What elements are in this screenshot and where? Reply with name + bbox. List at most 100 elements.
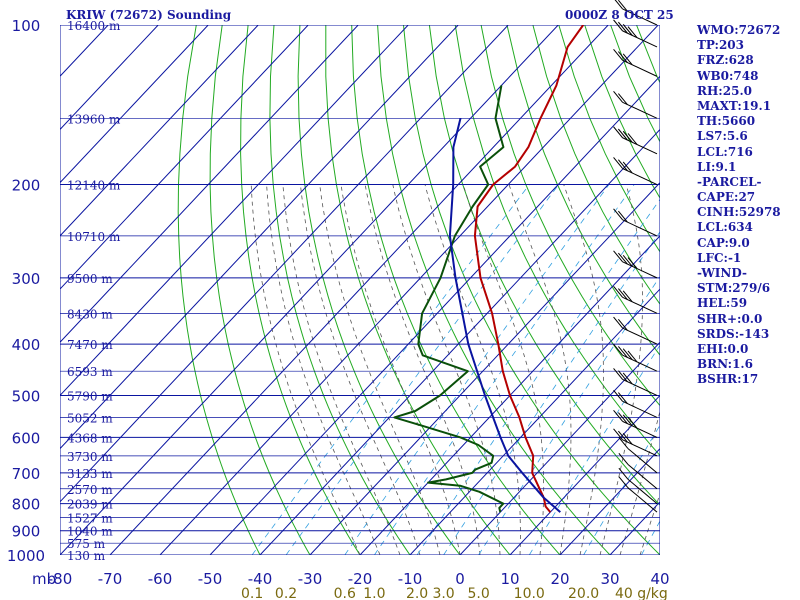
mixing-ratio-line bbox=[374, 184, 635, 555]
height-label: 130 m bbox=[67, 549, 106, 563]
mixing-ratio-label: 5.0 bbox=[467, 586, 489, 600]
temperature-tick-label: -60 bbox=[148, 570, 173, 588]
isotherm-line bbox=[359, 235, 660, 555]
moist-adiabat-line bbox=[563, 184, 604, 555]
moist-adiabat-line bbox=[340, 184, 461, 555]
temperature-tick-label: -50 bbox=[198, 570, 223, 588]
stat-item: EHI:0.0 bbox=[697, 341, 749, 356]
stat-item: FRZ:628 bbox=[697, 53, 754, 68]
height-label: 16400 m bbox=[67, 19, 121, 33]
temperature-tick-label: 30 bbox=[600, 570, 619, 588]
stat-item: TP:203 bbox=[697, 38, 745, 53]
isotherm-line bbox=[60, 25, 559, 555]
stat-item: WMO:72672 bbox=[697, 23, 781, 37]
moist-adiabat-line bbox=[319, 184, 441, 555]
isotherm-line bbox=[109, 25, 609, 555]
height-label: 5790 m bbox=[67, 389, 113, 403]
temperature-tick-label: -20 bbox=[348, 570, 373, 588]
series-lines bbox=[393, 25, 585, 513]
dewpoint-line bbox=[393, 85, 505, 513]
height-label: 2570 m bbox=[67, 483, 113, 497]
stat-item: WB0:748 bbox=[697, 68, 759, 83]
stat-item: RH:25.0 bbox=[697, 83, 752, 98]
height-label: 1527 m bbox=[67, 512, 113, 526]
isotherm-line bbox=[60, 25, 259, 237]
stat-item: CAPE:27 bbox=[697, 190, 756, 205]
mixing-ratio-label: 40 g/kg bbox=[615, 586, 668, 600]
wind-barb bbox=[613, 126, 658, 155]
wind-barbs bbox=[613, 0, 658, 513]
stat-item: BSHR:17 bbox=[697, 372, 759, 387]
stat-item: MAXT:19.1 bbox=[697, 98, 772, 113]
temperature-tick-label: -80 bbox=[48, 570, 73, 588]
temperature-tick-label: 20 bbox=[550, 570, 569, 588]
stat-item: CAP:9.0 bbox=[697, 235, 750, 250]
moist-adiabat-line bbox=[508, 184, 572, 555]
wind-barb bbox=[618, 467, 658, 505]
isotherm-line bbox=[60, 25, 209, 184]
stat-item: HEL:59 bbox=[697, 296, 748, 311]
stat-item: SHR+:0.0 bbox=[697, 311, 763, 326]
wind-barb bbox=[613, 250, 658, 279]
height-label: 9500 m bbox=[67, 272, 113, 286]
moist-adiabat-line bbox=[639, 492, 660, 555]
mixing-ratio-line bbox=[528, 344, 660, 555]
height-label: 575 m bbox=[67, 537, 106, 551]
wind-barb bbox=[613, 410, 658, 438]
wind-barb bbox=[613, 368, 658, 396]
isotherm-line bbox=[459, 341, 660, 555]
moist-adiabat-line bbox=[282, 184, 401, 555]
temperature-tick-label: 10 bbox=[500, 570, 519, 588]
temperature-tick-label: 0 bbox=[455, 570, 465, 588]
stat-item: LFC:-1 bbox=[697, 250, 742, 265]
isobars bbox=[60, 25, 660, 555]
wind-barb bbox=[614, 0, 658, 26]
pressure-tick-label: 200 bbox=[12, 177, 41, 195]
stat-item: LI:9.1 bbox=[697, 159, 737, 174]
mixing-ratio-line bbox=[251, 184, 530, 555]
mixing-ratio-label: 20.0 bbox=[568, 586, 599, 600]
stat-item: -PARCEL- bbox=[697, 174, 762, 189]
pressure-tick-label: 600 bbox=[12, 429, 41, 447]
mixing-ratio-label: 0.6 bbox=[334, 586, 356, 600]
pressure-tick-label: 300 bbox=[12, 270, 41, 288]
pressure-tick-label: 400 bbox=[12, 336, 41, 354]
wind-barb bbox=[613, 208, 658, 237]
height-label: 2039 m bbox=[67, 498, 113, 512]
moist-adiabat-line bbox=[424, 184, 521, 555]
mixing-ratio-label: 1.0 bbox=[363, 586, 385, 600]
pressure-tick-label: 900 bbox=[12, 523, 41, 541]
stat-item: CINH:52978 bbox=[697, 205, 781, 220]
wind-barb bbox=[618, 437, 658, 474]
pressure-tick-label: 800 bbox=[12, 496, 41, 514]
dry-adiabat-line bbox=[792, 25, 800, 555]
pressure-unit-label: mb bbox=[32, 570, 56, 588]
isotherm-line bbox=[309, 181, 660, 555]
pressure-tick-label: 700 bbox=[12, 465, 41, 483]
height-label: 13960 m bbox=[67, 112, 121, 126]
wind-barb bbox=[613, 19, 658, 48]
stat-item: -WIND- bbox=[697, 266, 747, 280]
height-label: 10710 m bbox=[67, 230, 121, 244]
wind-barb bbox=[613, 48, 658, 77]
wind-barb bbox=[618, 476, 658, 513]
temperature-tick-label: -70 bbox=[98, 570, 123, 588]
mixing-ratio-label: 0.1 bbox=[241, 586, 263, 600]
wind-barb bbox=[613, 90, 658, 119]
isotherm-line bbox=[60, 25, 359, 343]
height-label: 6593 m bbox=[67, 365, 113, 379]
mixing-ratio-label: 10.0 bbox=[514, 586, 545, 600]
isotherm-line bbox=[60, 25, 159, 131]
isotherms bbox=[60, 25, 660, 555]
isotherm-line bbox=[509, 394, 660, 555]
mixing-ratio-line bbox=[478, 275, 660, 555]
dry-adiabat-line bbox=[297, 25, 461, 555]
isotherm-line bbox=[60, 25, 409, 397]
pressure-tick-label: 500 bbox=[12, 387, 41, 405]
wind-barb bbox=[613, 428, 658, 457]
dry-adiabat-line bbox=[377, 25, 611, 555]
height-label: 7470 m bbox=[67, 338, 113, 352]
height-label: 3730 m bbox=[67, 450, 113, 464]
